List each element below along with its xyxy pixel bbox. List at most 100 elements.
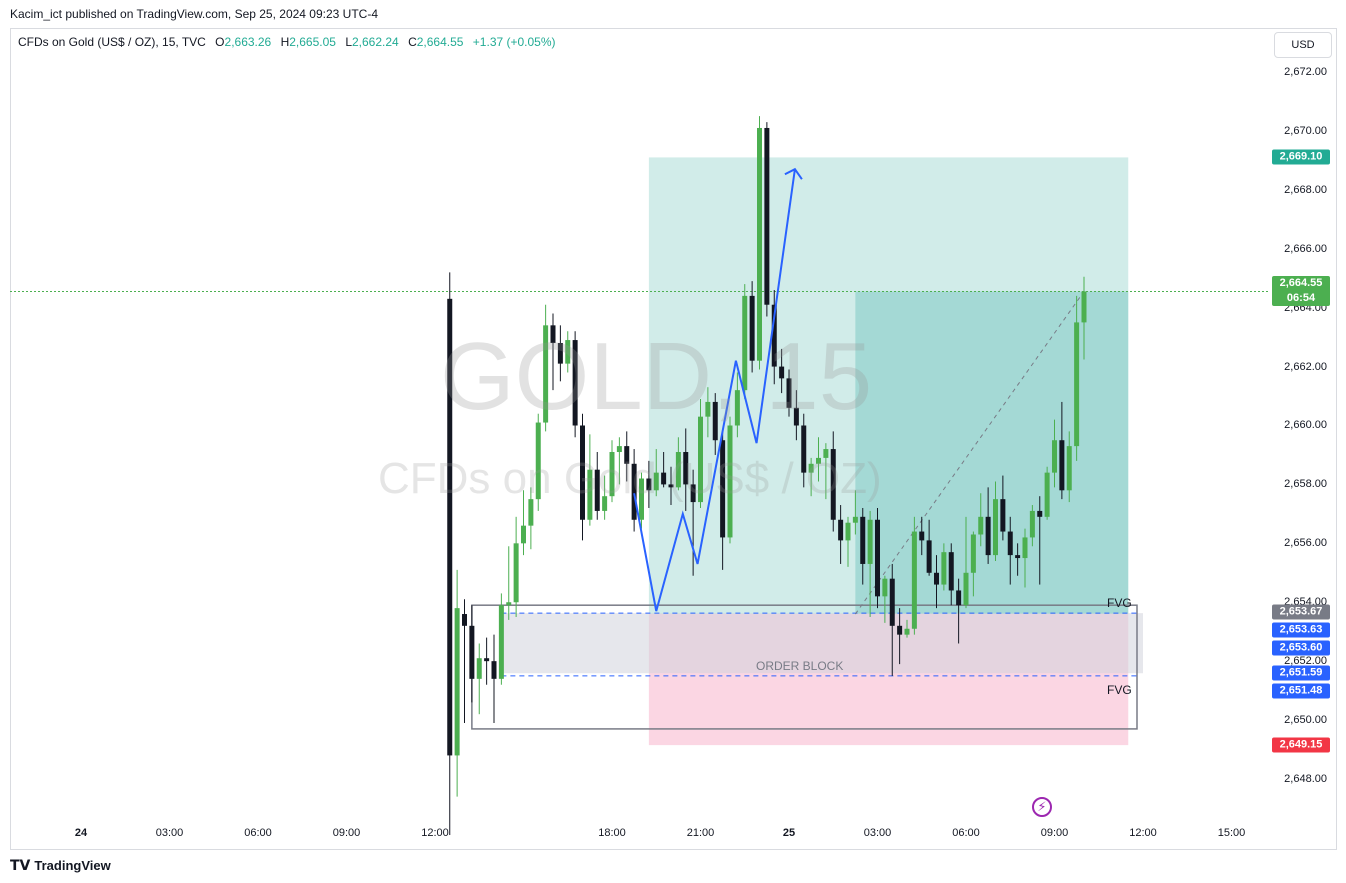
- candle-body-63: [911, 531, 917, 629]
- legend-high-label: H: [280, 35, 290, 49]
- candle-body-67: [941, 552, 947, 585]
- candle-body-5: [484, 658, 490, 662]
- order-block-label: ORDER BLOCK: [756, 659, 844, 673]
- time-tick-label: 24: [74, 827, 88, 839]
- candle-body-18: [580, 425, 585, 520]
- price-tick-label: 2,648.00: [1284, 772, 1327, 785]
- candle-body-47: [793, 407, 799, 426]
- time-tick-label: 25: [782, 827, 796, 839]
- price-tag: 2,649.15: [1272, 737, 1330, 753]
- candle-body-57: [867, 519, 873, 564]
- candle-body-83: [1059, 440, 1065, 491]
- price-tick-label: 2,656.00: [1284, 537, 1327, 550]
- candle-body-60: [889, 578, 895, 626]
- time-tick-label: 09:00: [1040, 827, 1069, 839]
- candle-body-0: [447, 298, 453, 756]
- candle-body-23: [616, 446, 622, 453]
- candle-body-86: [1081, 291, 1087, 323]
- tradingview-logo: 𝗧𝗩 TradingView: [10, 857, 111, 874]
- candle-body-52: [830, 449, 836, 520]
- trade-progress-line: [854, 291, 1085, 615]
- candle-body-84: [1066, 446, 1072, 491]
- candle-body-58: [875, 519, 880, 597]
- candle-body-21: [602, 496, 608, 511]
- candle-body-8: [506, 602, 512, 606]
- candle-body-1: [454, 608, 460, 756]
- price-tag: 2,669.10: [1272, 149, 1330, 165]
- profit-area: [855, 291, 1129, 615]
- candle-body-77: [1015, 555, 1021, 559]
- candle-body-76: [1007, 531, 1013, 556]
- candle-body-50: [816, 457, 821, 464]
- price-tag: 2,653.67: [1272, 604, 1330, 620]
- chart-frame: [10, 28, 1337, 850]
- price-tag: 2,664.55 06:54: [1272, 276, 1330, 307]
- candle-body-55: [852, 516, 858, 523]
- legend-change: +1.37 (+0.05%): [472, 35, 556, 49]
- candle-body-48: [801, 425, 807, 473]
- currency-button[interactable]: USD: [1274, 32, 1332, 58]
- legend-low-label: L: [345, 35, 352, 49]
- legend-open: 2,663.26: [224, 35, 272, 49]
- candle-body-71: [970, 534, 976, 573]
- price-tick-label: 2,672.00: [1284, 66, 1327, 78]
- time-tick-label: 06:00: [244, 827, 272, 839]
- price-tick-label: 2,650.00: [1284, 714, 1327, 727]
- candle-body-62: [904, 628, 910, 635]
- fvg-bottom-label: FVG: [1107, 683, 1132, 697]
- candle-body-85: [1074, 322, 1080, 447]
- tradingview-logo-icon: 𝗧𝗩: [10, 857, 31, 873]
- order-block-zone: [501, 613, 1143, 674]
- candle-body-75: [1000, 499, 1006, 532]
- price-tag: 2,653.60: [1272, 640, 1330, 656]
- candle-body-28: [653, 472, 659, 491]
- candle-body-79: [1029, 510, 1035, 538]
- candle-body-56: [860, 516, 866, 564]
- candle-body-22: [609, 452, 615, 497]
- symbol-watermark: GOLD, 15: [440, 323, 873, 430]
- candle-body-3: [469, 625, 475, 679]
- symbol-description-watermark: CFDs on Gold (US$ / OZ): [378, 454, 882, 503]
- candle-body-43: [764, 127, 770, 305]
- candle-body-54: [845, 522, 851, 541]
- candle-body-19: [587, 469, 593, 520]
- legend-symbol: CFDs on Gold (US$ / OZ), 15, TVC: [18, 35, 206, 49]
- candle-body-51: [823, 449, 829, 458]
- candle-body-33: [690, 484, 696, 503]
- candle-body-24: [624, 446, 630, 464]
- candle-body-73: [985, 516, 991, 556]
- candle-body-11: [528, 499, 534, 526]
- price-tag: 2,651.59: [1272, 665, 1330, 681]
- candle-body-78: [1022, 537, 1028, 559]
- candle-body-74: [993, 499, 998, 556]
- price-tag: 2,651.48: [1272, 683, 1330, 699]
- candle-body-72: [978, 516, 984, 535]
- candle-body-36: [712, 401, 718, 441]
- candle-body-46: [786, 378, 792, 408]
- candle-body-27: [646, 478, 652, 491]
- price-tick-label: 2,666.00: [1284, 242, 1327, 255]
- candle-body-39: [734, 390, 740, 426]
- lightning-icon[interactable]: ⚡: [1032, 797, 1052, 817]
- tradingview-brand: TradingView: [34, 858, 111, 873]
- candle-body-42: [757, 127, 762, 361]
- time-tick-label: 03:00: [155, 827, 184, 839]
- price-tick-label: 2,660.00: [1284, 419, 1327, 432]
- price-tick-label: 2,658.00: [1284, 478, 1327, 491]
- candle-body-32: [683, 452, 689, 485]
- candle-body-64: [919, 531, 925, 541]
- candle-body-45: [779, 366, 785, 379]
- time-tick-label: 15:00: [1217, 827, 1246, 839]
- candle-body-49: [808, 463, 814, 473]
- price-tick-label: 2,668.00: [1284, 183, 1327, 196]
- candle-body-59: [882, 578, 888, 597]
- price-tag: 2,653.63: [1272, 622, 1330, 638]
- legend-high: 2,665.05: [289, 35, 336, 49]
- candle-body-4: [476, 658, 482, 679]
- publish-line: Kacim_ict published on TradingView.com, …: [10, 7, 378, 21]
- candle-body-30: [668, 484, 674, 488]
- legend-open-label: O: [215, 35, 225, 49]
- time-tick-label: 06:00: [952, 827, 980, 839]
- time-tick-label: 12:00: [421, 827, 449, 839]
